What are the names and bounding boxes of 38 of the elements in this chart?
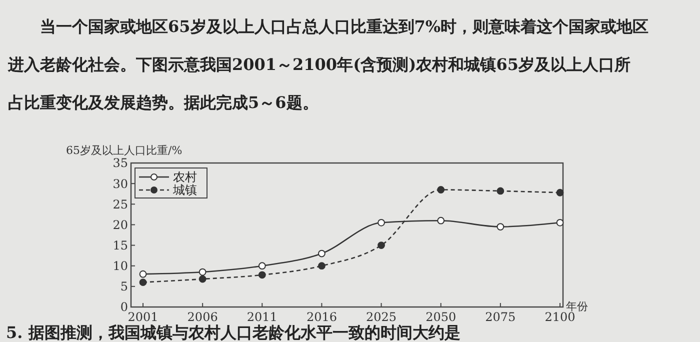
y-tick-label: 10 bbox=[112, 259, 128, 274]
x-tick-label: 2075 bbox=[485, 310, 516, 324]
text: 当一个国家或地区65岁及以上人口占总人口比重达到7%时，则意味着这个国家或地区进入老龄化社会。下图示意我国2001～2100年(含预测)农村和城镇65岁及以上人口所占比重变化及发展趋势。据此完成5～6题。 bbox=[7, 17, 649, 112]
y-tick-label: 15 bbox=[112, 238, 128, 252]
point bbox=[139, 278, 147, 286]
point bbox=[318, 250, 326, 258]
point bbox=[437, 216, 445, 224]
x-tick-label: 2016 bbox=[306, 310, 337, 324]
point bbox=[258, 271, 266, 279]
point bbox=[318, 262, 326, 270]
point bbox=[258, 262, 266, 270]
x-tick-label: 2050 bbox=[426, 310, 456, 324]
x-tick-label: 2100 bbox=[544, 310, 576, 324]
y-tick-label: 25 bbox=[112, 197, 128, 212]
point bbox=[198, 275, 206, 283]
point bbox=[496, 187, 504, 195]
point bbox=[139, 270, 147, 278]
y-tick-label: 20 bbox=[112, 218, 128, 232]
legend-label: 农村 bbox=[173, 170, 197, 184]
point bbox=[556, 218, 564, 226]
y-tick-label: 35 bbox=[112, 156, 128, 170]
x-tick-label: 2001 bbox=[128, 310, 158, 324]
y-tick-label: 5 bbox=[120, 280, 128, 294]
x-tick-label: 2025 bbox=[366, 310, 397, 324]
legend-label: 城镇 bbox=[172, 183, 197, 198]
x-tick-label: 2006 bbox=[187, 310, 218, 324]
y-tick-label: 30 bbox=[112, 176, 128, 191]
x-axis-title: 年份 bbox=[566, 300, 588, 313]
y-tick-label: 0 bbox=[120, 300, 128, 314]
point bbox=[198, 268, 206, 276]
point bbox=[496, 223, 504, 230]
point bbox=[378, 218, 385, 226]
point bbox=[556, 188, 564, 196]
point bbox=[437, 186, 445, 194]
x-tick-label: 2011 bbox=[246, 310, 278, 324]
text: 5. 据图推测，我国城镇与农村人口老龄化水平一致的时间大约是 bbox=[6, 323, 460, 342]
point bbox=[378, 242, 385, 249]
y-axis-title: 65岁及以上人口比重/% bbox=[66, 144, 182, 157]
